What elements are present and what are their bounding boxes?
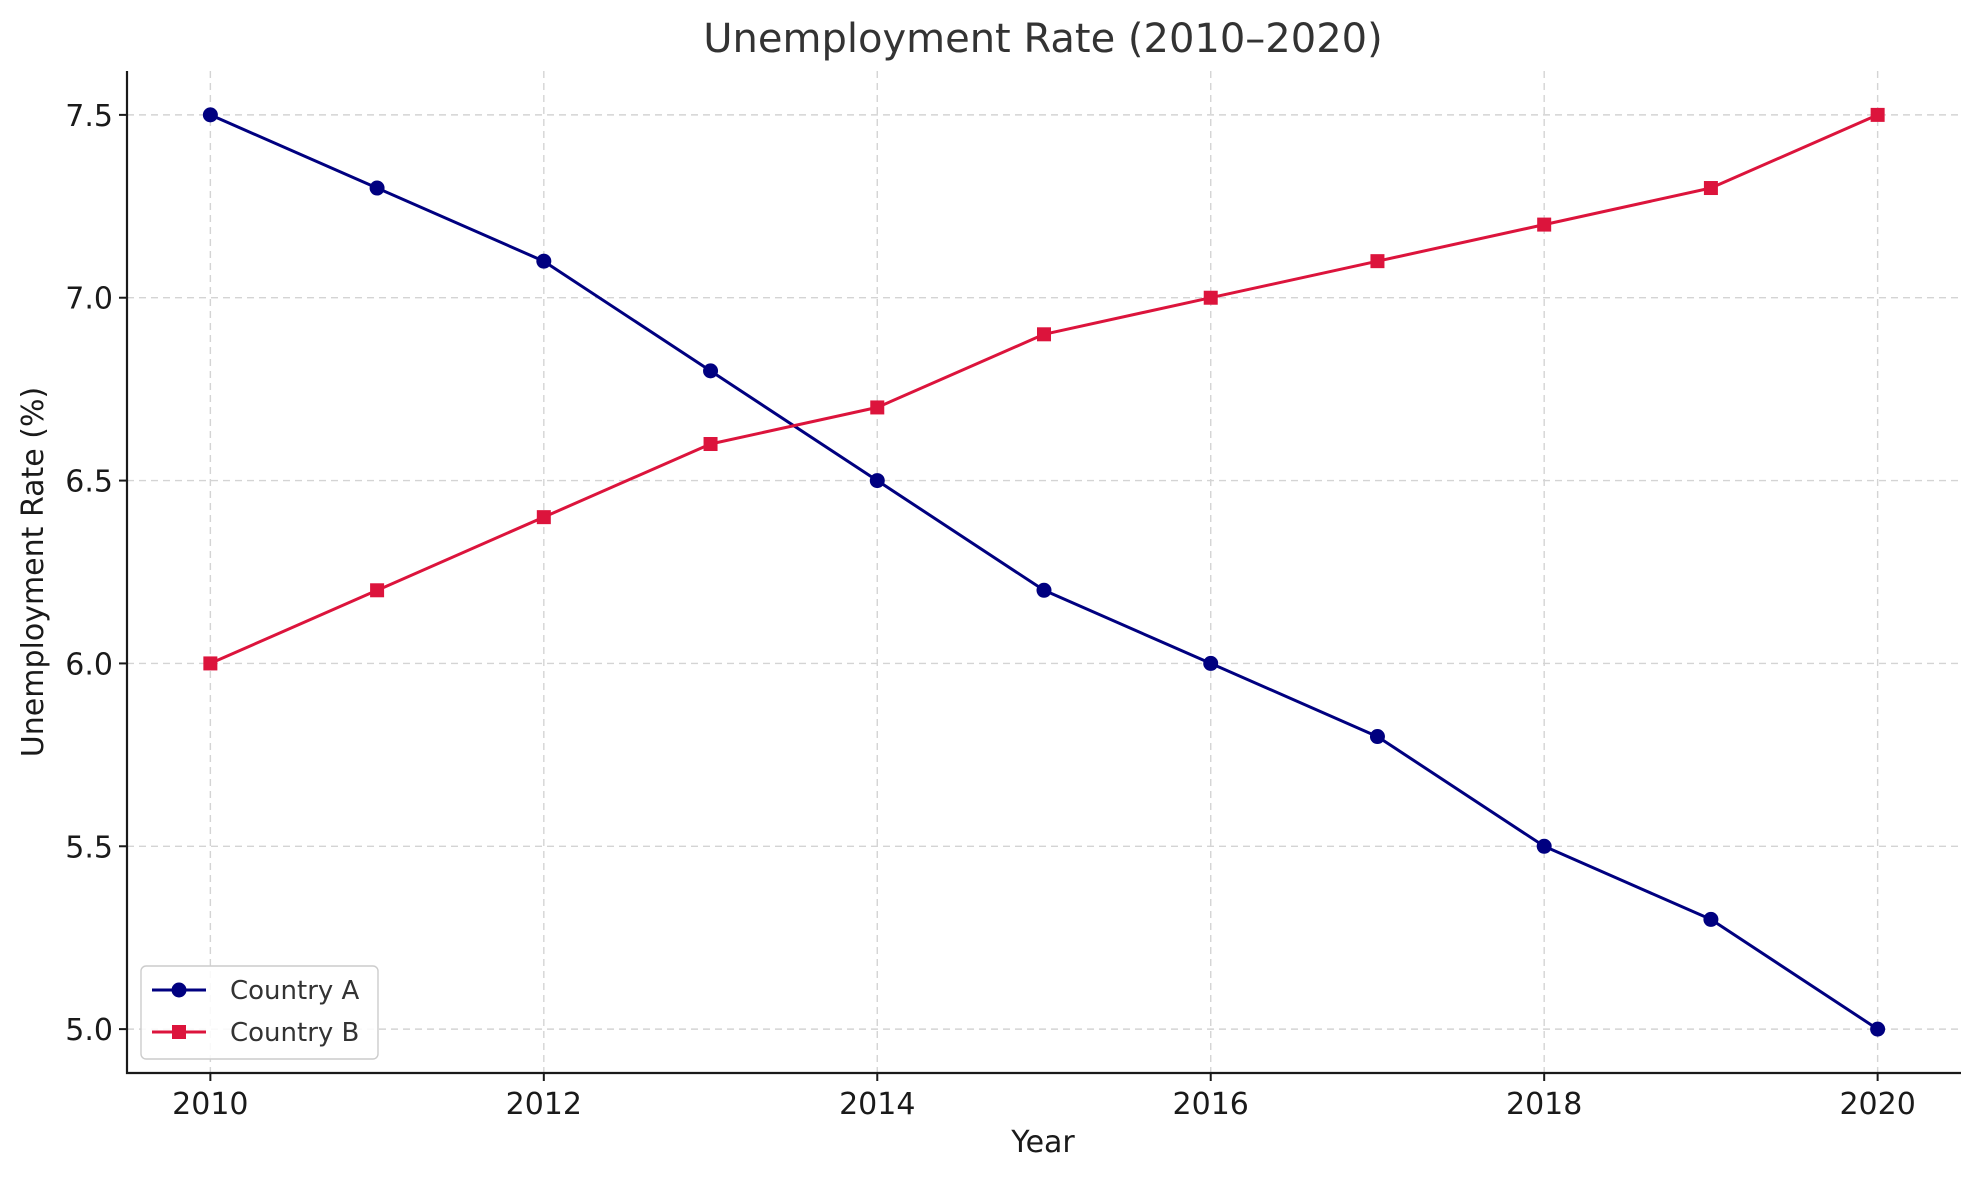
x-tick-label: 2020 — [1839, 1087, 1915, 1122]
x-tick-label: 2018 — [1506, 1087, 1582, 1122]
data-point-country-b — [1370, 254, 1385, 269]
legend-label-country-b: Country B — [230, 1018, 359, 1048]
data-point-country-a — [869, 473, 885, 489]
chart-title: Unemployment Rate (2010–2020) — [703, 16, 1382, 62]
data-point-country-b — [1537, 217, 1552, 232]
data-point-country-b — [536, 510, 551, 525]
data-point-country-a — [1703, 911, 1719, 927]
data-point-country-b — [203, 656, 218, 671]
x-tick-label: 2014 — [839, 1087, 915, 1122]
data-point-country-a — [202, 107, 218, 123]
data-point-country-a — [536, 253, 552, 269]
data-point-country-b — [870, 400, 885, 415]
axes-spines — [125, 71, 1961, 1075]
data-point-country-a — [1036, 582, 1052, 598]
data-point-country-b — [1703, 181, 1718, 196]
data-point-country-a — [703, 363, 719, 379]
data-point-country-a — [1536, 838, 1552, 854]
data-point-country-a — [1369, 729, 1385, 745]
grid — [127, 71, 1961, 1073]
y-axis-ticks: 5.0 5.5 6.0 6.5 7.0 7.5 — [65, 99, 127, 1048]
data-point-country-b — [1870, 107, 1885, 122]
series-line-country-a — [209, 113, 1879, 1031]
y-tick-label: 7.5 — [65, 99, 113, 134]
y-tick-label: 5.5 — [65, 830, 113, 865]
series-line-country-b — [209, 113, 1879, 665]
series-layer — [202, 107, 1886, 1037]
x-tick-label: 2012 — [506, 1087, 582, 1122]
data-point-country-a — [1870, 1021, 1886, 1037]
data-point-country-b — [1037, 327, 1051, 342]
series-country-a — [202, 107, 1886, 1037]
x-tick-label: 2016 — [1173, 1087, 1249, 1122]
y-tick-label: 6.5 — [65, 465, 113, 500]
y-tick-label: 5.0 — [65, 1013, 113, 1048]
series-country-b — [203, 107, 1885, 671]
legend: Country A Country B — [140, 965, 379, 1060]
x-axis-ticks: 2010 2012 2014 2016 2018 2020 — [172, 1073, 1916, 1122]
legend-marker-country-b — [172, 1025, 186, 1039]
legend-label-country-a: Country A — [230, 976, 360, 1006]
data-point-country-b — [703, 437, 718, 452]
data-point-country-b — [370, 583, 385, 598]
data-point-country-a — [1203, 655, 1219, 671]
y-axis-label: Unemployment Rate (%) — [16, 387, 51, 757]
y-tick-label: 7.0 — [65, 282, 113, 317]
x-axis-label: Year — [1010, 1125, 1075, 1160]
data-point-country-a — [369, 180, 385, 196]
legend-marker-country-a — [171, 982, 187, 998]
data-point-country-b — [1203, 290, 1218, 305]
y-tick-label: 6.0 — [65, 647, 113, 682]
x-tick-label: 2010 — [172, 1087, 248, 1122]
